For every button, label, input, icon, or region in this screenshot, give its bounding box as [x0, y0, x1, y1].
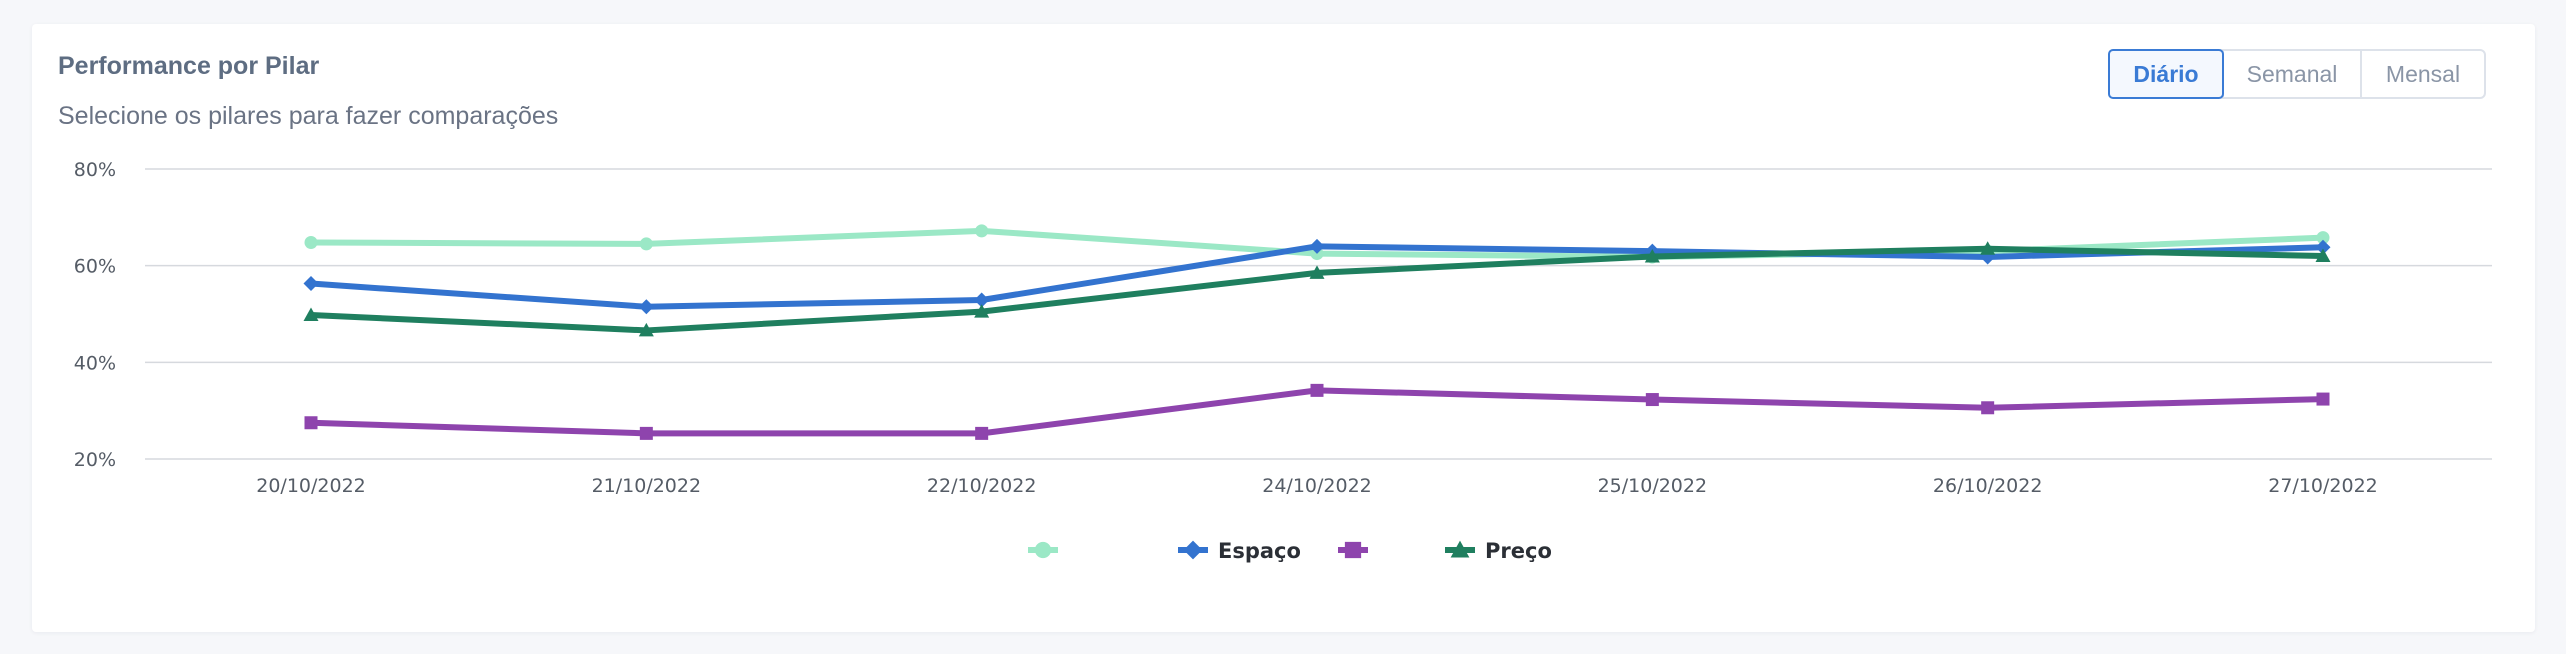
- period-weekly-button[interactable]: Semanal: [2222, 51, 2360, 97]
- y-tick-label: 80%: [74, 159, 116, 181]
- data-point: [1309, 265, 1325, 279]
- data-point: [1645, 393, 1659, 407]
- data-point: [975, 224, 989, 238]
- data-point: [1981, 401, 1995, 415]
- data-point: [2315, 248, 2331, 262]
- legend-marker: [1183, 540, 1203, 560]
- performance-card: [32, 24, 2535, 632]
- data-point: [975, 426, 989, 440]
- data-point: [1310, 383, 1324, 397]
- legend-label: Espaço: [1218, 539, 1301, 563]
- data-point: [303, 276, 319, 292]
- data-point: [974, 304, 990, 318]
- legend-label: Preço: [1485, 539, 1552, 563]
- data-point: [1980, 241, 1996, 255]
- card-subtitle: Selecione os pilares para fazer comparaç…: [58, 102, 559, 130]
- y-tick-label: 20%: [74, 449, 116, 471]
- series-line: [308, 245, 2326, 334]
- x-tick-label: 26/10/2022: [1933, 475, 2043, 497]
- data-point: [303, 307, 319, 321]
- x-tick-label: 27/10/2022: [2268, 475, 2378, 497]
- card-title: Performance por Pilar: [58, 52, 320, 80]
- data-point: [974, 292, 990, 308]
- y-tick-label: 40%: [74, 352, 116, 374]
- data-point: [638, 299, 654, 315]
- data-point: [2316, 392, 2330, 406]
- legend-marker: [1344, 541, 1362, 559]
- data-point: [639, 237, 653, 251]
- data-point: [2316, 231, 2330, 245]
- legend-marker: [1034, 541, 1052, 559]
- x-tick-label: 25/10/2022: [1598, 475, 1708, 497]
- period-toggle-group: Diário Semanal Mensal: [2108, 49, 2486, 99]
- data-point: [2315, 239, 2331, 255]
- x-tick-label: 24/10/2022: [1262, 475, 1372, 497]
- y-tick-label: 60%: [74, 256, 116, 278]
- data-point: [639, 426, 653, 440]
- data-point: [1309, 238, 1325, 254]
- legend-marker: [1450, 540, 1470, 558]
- data-point: [304, 416, 318, 430]
- period-monthly-button[interactable]: Mensal: [2360, 51, 2484, 97]
- data-point: [1644, 248, 1660, 263]
- x-tick-label: 21/10/2022: [592, 475, 702, 497]
- x-tick-label: 22/10/2022: [927, 475, 1037, 497]
- data-point: [1980, 249, 1996, 265]
- period-daily-button[interactable]: Diário: [2108, 49, 2224, 99]
- x-tick-label: 20/10/2022: [256, 475, 366, 497]
- data-point: [638, 322, 654, 337]
- data-point: [304, 235, 318, 249]
